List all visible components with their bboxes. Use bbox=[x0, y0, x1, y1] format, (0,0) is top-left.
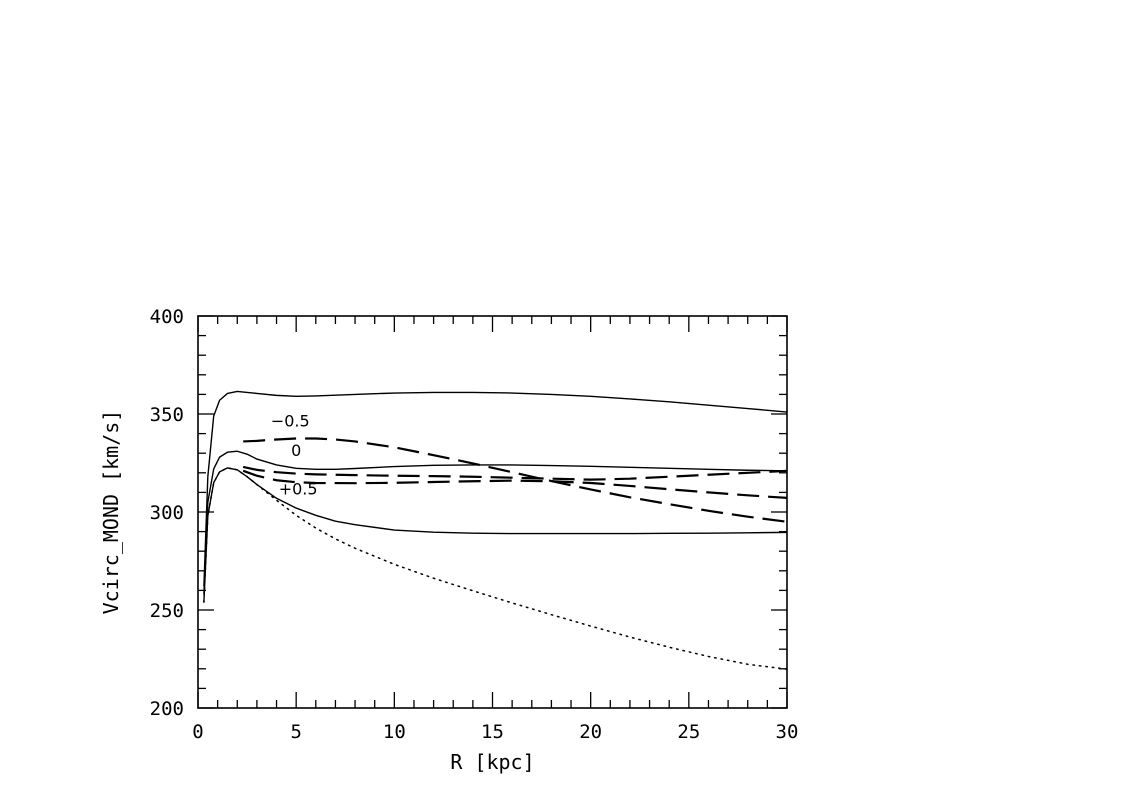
series-line-5-dashed bbox=[243, 437, 787, 523]
y-tick-label: 250 bbox=[150, 600, 184, 622]
series-line-2-solid bbox=[203, 450, 787, 595]
y-tick-label: 400 bbox=[150, 306, 184, 328]
x-tick-label: 10 bbox=[383, 721, 406, 743]
x-tick-label: 0 bbox=[192, 721, 203, 743]
x-tick-label: 25 bbox=[677, 721, 700, 743]
x-axis-label: R [kpc] bbox=[450, 750, 534, 774]
x-tick-label: 15 bbox=[481, 721, 504, 743]
series-line-7-dashed bbox=[242, 469, 787, 499]
tick-labels: 0 5 10 15 20 25 30 200 250 300 350 400 bbox=[150, 306, 799, 743]
y-axis-label: Vcirc_MOND [km/s] bbox=[99, 410, 123, 615]
axis-ticks bbox=[197, 315, 788, 709]
x-tick-label: 30 bbox=[776, 721, 799, 743]
y-tick-label: 300 bbox=[150, 502, 184, 524]
curve-annotation: −0.5 bbox=[271, 412, 310, 431]
y-tick-label: 350 bbox=[150, 404, 184, 426]
y-tick-label: 200 bbox=[150, 698, 184, 720]
curve-annotations: −0.5 0 +0.5 bbox=[271, 412, 318, 499]
curve-annotation: +0.5 bbox=[279, 479, 318, 498]
x-tick-label: 20 bbox=[579, 721, 602, 743]
series-line-3-solid bbox=[203, 467, 787, 603]
series-line-6-dashed bbox=[242, 465, 787, 481]
plot-curves bbox=[203, 390, 787, 670]
plot-frame bbox=[197, 315, 788, 709]
curve-annotation: 0 bbox=[291, 441, 301, 460]
x-tick-label: 5 bbox=[290, 721, 301, 743]
series-line-1-solid bbox=[203, 390, 787, 587]
